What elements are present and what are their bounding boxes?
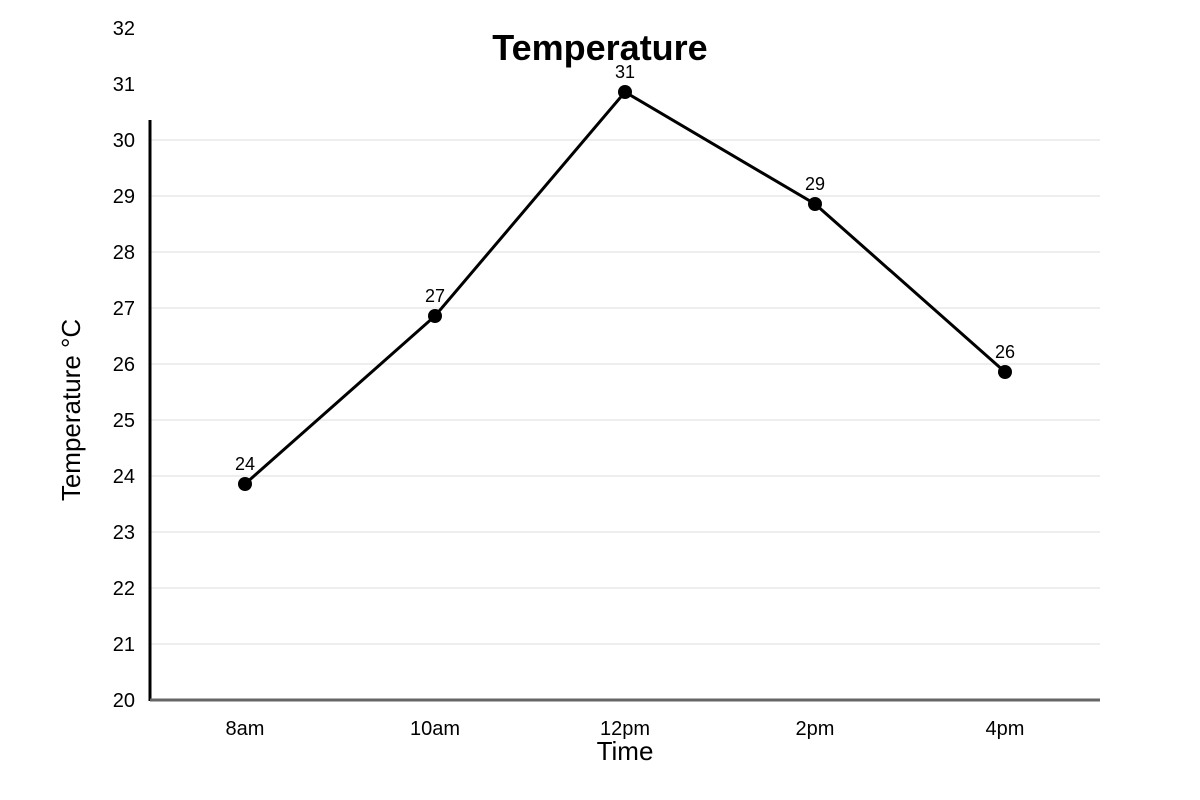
- x-tick-label: 2pm: [796, 718, 835, 740]
- y-tick-label: 22: [113, 578, 135, 600]
- data-point: [618, 85, 632, 99]
- y-tick-label: 26: [113, 354, 135, 376]
- series-group: [238, 85, 1012, 491]
- x-tick-label: 12pm: [600, 718, 650, 740]
- data-label: 29: [805, 174, 825, 194]
- y-tick-label: 20: [113, 690, 135, 712]
- data-label: 26: [995, 342, 1015, 362]
- y-tick-label: 30: [113, 130, 135, 152]
- chart-title: Temperature: [492, 27, 707, 68]
- x-axis-label: Time: [597, 736, 654, 766]
- x-tick-label: 4pm: [986, 718, 1025, 740]
- y-axis-label: Temperature °C: [56, 319, 86, 501]
- data-label: 31: [615, 62, 635, 82]
- axes: [148, 120, 1100, 702]
- y-tick-label: 27: [113, 298, 135, 320]
- data-point: [808, 197, 822, 211]
- data-labels: 24 27 31 29 26: [235, 62, 1015, 474]
- data-point: [238, 477, 252, 491]
- x-tick-labels: 8am 10am 12pm 2pm 4pm: [226, 718, 1025, 740]
- y-tick-label: 23: [113, 522, 135, 544]
- data-point: [428, 309, 442, 323]
- y-tick-label: 28: [113, 242, 135, 264]
- x-tick-label: 8am: [226, 718, 265, 740]
- data-point: [998, 365, 1012, 379]
- y-tick-labels: 20 21 22 23 24 25 26 27 28 29 30 31 32: [113, 18, 135, 712]
- gridlines: [150, 139, 1100, 645]
- series-line: [244, 90, 1006, 486]
- y-tick-label: 25: [113, 410, 135, 432]
- y-tick-label: 24: [113, 466, 135, 488]
- y-tick-label: 31: [113, 74, 135, 96]
- y-tick-label: 21: [113, 634, 135, 656]
- data-label: 27: [425, 286, 445, 306]
- data-label: 24: [235, 454, 255, 474]
- y-tick-label: 29: [113, 186, 135, 208]
- y-tick-label: 32: [113, 18, 135, 40]
- x-tick-label: 10am: [410, 718, 460, 740]
